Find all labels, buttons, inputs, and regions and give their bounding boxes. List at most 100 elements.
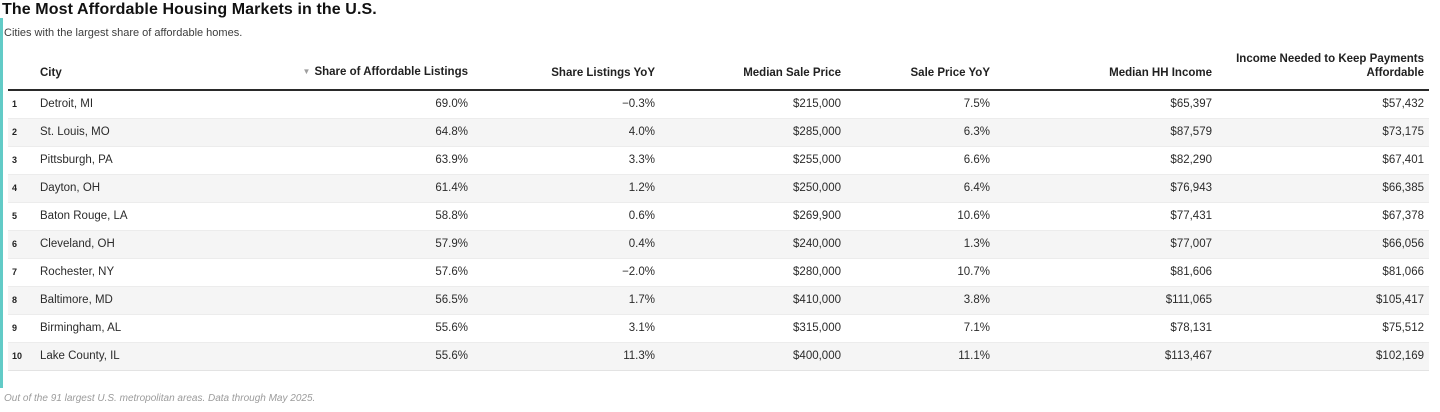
median-sale-price-cell: $255,000 xyxy=(793,154,841,166)
sale-price-yoy-cell: 7.5% xyxy=(963,98,990,111)
footnote: Out of the 91 largest U.S. metropolitan … xyxy=(4,393,316,404)
header-median-sale-price[interactable]: Median Sale Price xyxy=(660,52,846,91)
sale-price-yoy-cell: 10.7% xyxy=(957,266,990,278)
share-cell: 57.9% xyxy=(435,238,468,250)
table-row: 7 Rochester, NY 57.6% −2.0% $280,000 10.… xyxy=(8,258,1429,286)
rank-cell: 9 xyxy=(12,323,18,333)
income-needed-cell: $67,401 xyxy=(1382,154,1424,166)
city-cell: Pittsburgh, PA xyxy=(40,154,113,166)
share-cell: 55.6% xyxy=(435,322,468,334)
city-cell: Rochester, NY xyxy=(40,266,115,278)
income-needed-cell: $57,432 xyxy=(1382,98,1424,111)
sale-price-yoy-cell: 6.4% xyxy=(963,182,990,194)
header-income-needed[interactable]: Income Needed to Keep Payments Affordabl… xyxy=(1217,52,1429,91)
sort-descending-icon[interactable]: ▼ xyxy=(302,67,311,76)
median-sale-price-cell: $410,000 xyxy=(793,294,841,306)
share-cell: 57.6% xyxy=(435,266,468,278)
sale-price-yoy-cell: 11.1% xyxy=(958,350,990,362)
share-yoy-cell: −0.3% xyxy=(622,98,655,111)
income-needed-cell: $102,169 xyxy=(1376,350,1424,362)
page-title: The Most Affordable Housing Markets in t… xyxy=(2,1,377,18)
city-cell: Lake County, IL xyxy=(40,350,120,362)
median-sale-price-cell: $315,000 xyxy=(793,322,841,334)
share-cell: 61.4% xyxy=(435,182,468,194)
share-yoy-cell: 3.3% xyxy=(628,154,655,166)
table-body: 1 Detroit, MI 69.0% −0.3% $215,000 7.5% … xyxy=(8,90,1429,370)
median-hh-income-cell: $65,397 xyxy=(1170,98,1212,111)
header-sale-price-yoy[interactable]: Sale Price YoY xyxy=(846,52,995,91)
median-sale-price-cell: $269,900 xyxy=(793,210,841,222)
median-hh-income-cell: $82,290 xyxy=(1170,154,1212,166)
sale-price-yoy-cell: 10.6% xyxy=(957,210,990,222)
share-yoy-cell: 3.1% xyxy=(628,322,655,334)
city-cell: Baton Rouge, LA xyxy=(40,210,128,222)
city-cell: Birmingham, AL xyxy=(40,322,122,334)
header-row: City ▼ Share of Affordable Listings Share… xyxy=(8,52,1429,91)
median-hh-income-cell: $111,065 xyxy=(1165,294,1212,306)
header-share-of-affordable-listings[interactable]: ▼ Share of Affordable Listings xyxy=(288,52,473,91)
share-yoy-cell: 11.3% xyxy=(623,350,655,362)
income-needed-cell: $66,056 xyxy=(1382,238,1424,250)
median-hh-income-cell: $81,606 xyxy=(1170,266,1212,278)
median-sale-price-cell: $280,000 xyxy=(793,266,841,278)
median-sale-price-cell: $215,000 xyxy=(793,98,841,111)
share-yoy-cell: 1.7% xyxy=(628,294,655,306)
median-sale-price-cell: $400,000 xyxy=(793,350,841,362)
share-yoy-cell: 4.0% xyxy=(628,126,655,138)
median-sale-price-cell: $250,000 xyxy=(793,182,841,194)
city-cell: Baltimore, MD xyxy=(40,294,113,306)
table-row: 6 Cleveland, OH 57.9% 0.4% $240,000 1.3%… xyxy=(8,230,1429,258)
rank-cell: 8 xyxy=(12,295,18,305)
table-row: 5 Baton Rouge, LA 58.8% 0.6% $269,900 10… xyxy=(8,202,1429,230)
rank-cell: 2 xyxy=(12,127,18,137)
sale-price-yoy-cell: 6.3% xyxy=(963,126,990,138)
rank-cell: 4 xyxy=(12,183,18,193)
table-row: 8 Baltimore, MD 56.5% 1.7% $410,000 3.8%… xyxy=(8,286,1429,314)
median-hh-income-cell: $77,007 xyxy=(1170,238,1212,250)
header-city[interactable]: City xyxy=(38,52,288,91)
share-yoy-cell: 1.2% xyxy=(628,182,655,194)
share-cell: 63.9% xyxy=(435,154,468,166)
share-yoy-cell: 0.6% xyxy=(628,210,655,222)
rank-cell: 10 xyxy=(12,351,23,361)
header-rank xyxy=(8,52,38,91)
median-hh-income-cell: $78,131 xyxy=(1170,322,1212,334)
share-yoy-cell: 0.4% xyxy=(628,238,655,250)
city-cell: Cleveland, OH xyxy=(40,238,115,250)
header-share-listings-yoy[interactable]: Share Listings YoY xyxy=(473,52,660,91)
sale-price-yoy-cell: 6.6% xyxy=(963,154,990,166)
share-yoy-cell: −2.0% xyxy=(622,266,655,278)
sale-price-yoy-cell: 1.3% xyxy=(963,238,990,250)
city-cell: St. Louis, MO xyxy=(40,126,110,138)
table-header: City ▼ Share of Affordable Listings Share… xyxy=(8,52,1429,91)
table-row: 1 Detroit, MI 69.0% −0.3% $215,000 7.5% … xyxy=(8,90,1429,118)
share-cell: 58.8% xyxy=(435,210,468,222)
rank-cell: 1 xyxy=(12,99,18,110)
income-needed-cell: $66,385 xyxy=(1382,182,1424,194)
header-median-hh-income[interactable]: Median HH Income xyxy=(995,52,1217,91)
housing-markets-table: City ▼ Share of Affordable Listings Share… xyxy=(8,52,1429,371)
sale-price-yoy-cell: 7.1% xyxy=(963,322,990,334)
table-row: 4 Dayton, OH 61.4% 1.2% $250,000 6.4% $7… xyxy=(8,174,1429,202)
median-hh-income-cell: $76,943 xyxy=(1170,182,1212,194)
income-needed-cell: $105,417 xyxy=(1376,294,1424,306)
share-cell: 64.8% xyxy=(435,126,468,138)
table-row: 2 St. Louis, MO 64.8% 4.0% $285,000 6.3%… xyxy=(8,118,1429,146)
city-cell: Detroit, MI xyxy=(40,98,94,111)
median-sale-price-cell: $240,000 xyxy=(793,238,841,250)
income-needed-cell: $81,066 xyxy=(1382,266,1424,278)
share-cell: 55.6% xyxy=(435,350,468,362)
income-needed-cell: $75,512 xyxy=(1382,322,1424,334)
header-share-label: Share of Affordable Listings xyxy=(314,66,468,78)
median-hh-income-cell: $87,579 xyxy=(1170,126,1212,138)
rank-cell: 3 xyxy=(12,155,18,165)
rank-cell: 5 xyxy=(12,211,18,221)
rank-cell: 7 xyxy=(12,267,18,277)
median-sale-price-cell: $285,000 xyxy=(793,126,841,138)
income-needed-cell: $73,175 xyxy=(1382,126,1424,138)
median-hh-income-cell: $77,431 xyxy=(1170,210,1212,222)
rank-cell: 6 xyxy=(12,239,18,249)
accent-bar xyxy=(0,18,3,388)
page-subtitle: Cities with the largest share of afforda… xyxy=(4,27,243,39)
share-cell: 56.5% xyxy=(435,294,468,306)
